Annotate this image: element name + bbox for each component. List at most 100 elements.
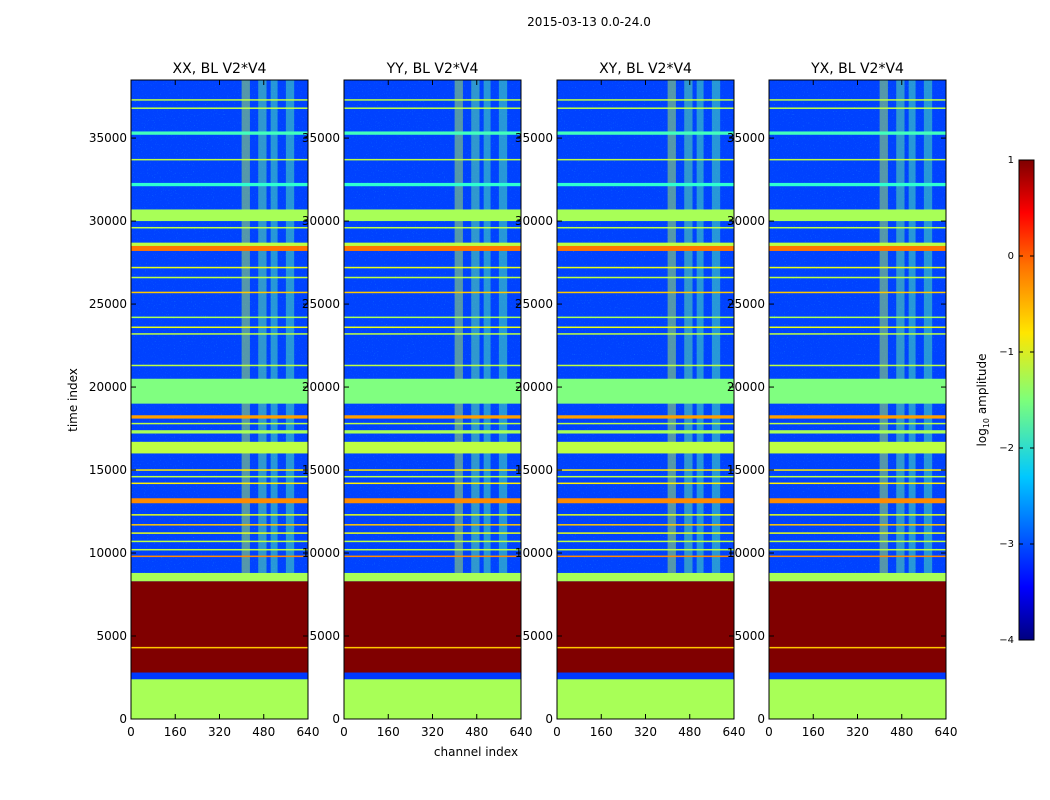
colorbar-label-amplitude: amplitude (975, 354, 989, 418)
time-band (769, 572, 946, 582)
time-line (769, 548, 946, 551)
time-line (344, 524, 521, 526)
time-band (557, 131, 734, 135)
time-band (344, 498, 521, 504)
time-line (344, 364, 521, 367)
time-line (769, 326, 946, 329)
x-tick-label: 640 (297, 725, 320, 739)
time-band (344, 581, 521, 673)
time-line (557, 514, 734, 516)
time-band (344, 415, 521, 419)
colorbar-tick-label: −3 (999, 539, 1014, 550)
rfi-column (896, 80, 905, 573)
y-tick-label: 0 (757, 712, 765, 726)
time-line (769, 646, 946, 649)
time-band (769, 679, 946, 719)
time-line (557, 469, 734, 471)
time-band (557, 581, 734, 673)
time-line (557, 333, 734, 335)
y-tick-label: 35000 (302, 131, 340, 145)
time-line (769, 475, 946, 478)
time-band (131, 441, 308, 454)
time-band (769, 430, 946, 434)
panel-title: YY, BL V2*V4 (386, 61, 479, 77)
y-tick-label: 30000 (515, 214, 553, 228)
time-line (557, 475, 734, 478)
rfi-column (667, 80, 676, 573)
x-tick-label: 160 (164, 725, 187, 739)
heatmap-image (131, 80, 308, 719)
y-tick-label: 25000 (302, 297, 340, 311)
time-line (557, 107, 734, 109)
x-tick-label: 0 (553, 725, 561, 739)
y-tick-label: 15000 (89, 463, 127, 477)
time-band (344, 245, 521, 251)
y-tick-label: 0 (332, 712, 340, 726)
time-band (344, 679, 521, 719)
time-line (557, 555, 734, 558)
time-band (131, 672, 308, 680)
time-line (131, 514, 308, 516)
time-band (557, 430, 734, 434)
y-axis-label: time index (66, 368, 80, 432)
time-band (769, 498, 946, 504)
time-band (131, 430, 308, 434)
x-tick-label: 320 (421, 725, 444, 739)
time-band (769, 378, 946, 404)
time-line (131, 422, 308, 425)
time-line (557, 524, 734, 526)
colorbar-tick-label: −4 (999, 635, 1014, 646)
time-band (769, 245, 946, 251)
rfi-column (270, 80, 278, 573)
x-tick-label: 480 (465, 725, 488, 739)
time-line (769, 226, 946, 229)
time-line (344, 475, 521, 478)
time-band (344, 572, 521, 582)
time-line (557, 158, 734, 161)
time-band (557, 378, 734, 404)
time-line (131, 540, 308, 543)
time-line (769, 266, 946, 269)
time-line (344, 555, 521, 558)
colorbar-label-sub: 10 (982, 418, 991, 428)
x-axis-label: channel index (434, 745, 518, 759)
time-band (344, 378, 521, 404)
time-line (344, 326, 521, 329)
time-line (131, 107, 308, 109)
time-band (131, 378, 308, 404)
time-band (131, 182, 308, 187)
y-tick-label: 30000 (302, 214, 340, 228)
time-band (769, 209, 946, 222)
y-tick-label: 30000 (89, 214, 127, 228)
rfi-column (923, 80, 933, 573)
colorbar-label: log10 amplitude (975, 354, 991, 447)
x-tick-label: 320 (208, 725, 231, 739)
time-line (557, 326, 734, 329)
time-band (557, 572, 734, 582)
x-tick-label: 160 (377, 725, 400, 739)
time-band (131, 498, 308, 504)
time-band (557, 498, 734, 504)
time-line (131, 555, 308, 558)
time-line (131, 524, 308, 526)
time-line (344, 646, 521, 649)
y-tick-label: 20000 (727, 380, 765, 394)
time-line (131, 316, 308, 319)
time-line (131, 226, 308, 229)
heatmap-image (344, 80, 521, 719)
time-line (557, 291, 734, 294)
time-band (557, 679, 734, 719)
time-line (769, 99, 946, 101)
heatmap-image (769, 80, 946, 719)
rfi-column (285, 80, 295, 573)
y-tick-label: 15000 (727, 463, 765, 477)
x-tick-label: 160 (802, 725, 825, 739)
time-line (344, 333, 521, 335)
time-line (131, 548, 308, 551)
time-line (557, 548, 734, 551)
time-band (557, 441, 734, 454)
time-line (769, 532, 946, 534)
time-line (557, 532, 734, 534)
time-band (557, 415, 734, 419)
